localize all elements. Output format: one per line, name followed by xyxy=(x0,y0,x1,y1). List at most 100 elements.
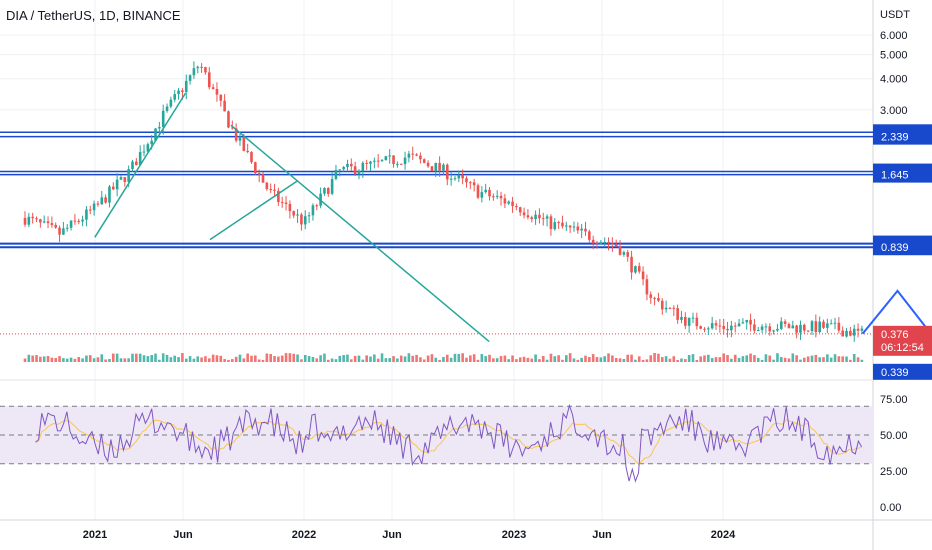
volume-bar xyxy=(645,359,649,362)
time-tick-label: Jun xyxy=(592,529,612,541)
candle-body xyxy=(73,220,77,222)
volume-bar xyxy=(403,356,407,362)
volume-bar xyxy=(434,357,438,362)
volume-bar xyxy=(135,353,138,362)
level-label: 1.645 xyxy=(881,170,909,182)
candle-body xyxy=(58,227,61,235)
volume-bar xyxy=(411,355,415,362)
candle-body xyxy=(588,231,591,240)
volume-bar xyxy=(85,355,88,362)
volume-bar xyxy=(626,354,630,362)
volume-bar xyxy=(396,358,399,362)
candle-body xyxy=(634,266,637,273)
candle-body xyxy=(181,90,184,93)
volume-bar xyxy=(568,353,572,362)
candle-body xyxy=(484,189,487,193)
candle-body xyxy=(311,205,315,216)
candle-body xyxy=(277,190,280,203)
candle-body xyxy=(507,201,511,204)
candle-body xyxy=(284,202,288,204)
candle-body xyxy=(399,163,403,165)
candle-body xyxy=(622,252,626,255)
volume-bar xyxy=(561,359,564,362)
volume-bar xyxy=(280,355,284,362)
candle-body xyxy=(442,164,445,171)
rsi-ticks: 75.00 50.00 25.00 0.00 xyxy=(880,394,908,514)
time-tick-label: 2022 xyxy=(292,529,316,541)
candle-body xyxy=(69,220,73,228)
volume-bar xyxy=(511,355,514,362)
candle-body xyxy=(280,202,284,204)
volume-bar xyxy=(829,357,833,362)
candle-body xyxy=(334,170,338,179)
candle-body xyxy=(495,195,499,197)
candle-body xyxy=(580,228,583,231)
volume-bar xyxy=(499,356,503,362)
volume-bar xyxy=(73,358,77,362)
volume-bar xyxy=(776,353,779,362)
volume-bar xyxy=(219,355,223,362)
volume-bar xyxy=(373,354,376,362)
candle-body xyxy=(856,328,860,331)
candle-body xyxy=(703,328,706,330)
candle-body xyxy=(380,160,384,162)
volume-bar xyxy=(480,354,484,362)
candle-body xyxy=(104,197,107,203)
price-tick-label: 6.000 xyxy=(880,30,908,42)
last-price-label-bg xyxy=(873,325,932,356)
candle-body xyxy=(223,100,226,112)
volume-bar xyxy=(223,359,226,362)
volume-bar xyxy=(123,358,127,362)
volume-bar xyxy=(722,353,725,362)
candle-body xyxy=(499,195,503,199)
candle-body xyxy=(749,319,752,325)
candle-body xyxy=(745,319,749,323)
candle-body xyxy=(595,243,599,245)
candle-body xyxy=(422,159,426,163)
candle-body xyxy=(85,209,88,220)
candle-body xyxy=(373,160,376,162)
candle-body xyxy=(384,156,388,161)
candle-body xyxy=(664,307,668,310)
volume-bar xyxy=(584,355,587,362)
candle-body xyxy=(254,162,257,174)
candle-body xyxy=(445,164,449,180)
candle-body xyxy=(257,173,261,175)
candle-body xyxy=(65,227,69,229)
chart-title: DIA / TetherUS, 1D, BINANCE xyxy=(6,8,181,23)
candle-body xyxy=(307,215,311,217)
candle-body xyxy=(350,163,353,167)
candle-body xyxy=(188,75,192,81)
volume-bar xyxy=(407,353,411,362)
candle-body xyxy=(849,330,852,336)
volume-bar xyxy=(653,353,656,362)
candle-body xyxy=(852,328,856,336)
level-label-bg xyxy=(873,239,932,256)
volume-bar xyxy=(753,355,756,362)
volume-bar xyxy=(545,359,549,362)
volume-bar xyxy=(756,357,760,362)
rsi-tick-label: 0.00 xyxy=(880,502,901,514)
candle-body xyxy=(710,323,714,329)
candle-body xyxy=(492,196,495,198)
volume-bar xyxy=(526,357,530,362)
candle-body xyxy=(630,256,633,273)
candle-body xyxy=(841,330,845,337)
candle-body xyxy=(396,163,399,165)
candle-body xyxy=(27,216,31,225)
volume-bar xyxy=(330,358,334,362)
candle-body xyxy=(234,128,238,141)
volume-bar xyxy=(46,355,50,362)
candle-body xyxy=(169,99,173,107)
candle-body xyxy=(184,80,188,93)
candle-body xyxy=(730,325,733,331)
candle-body xyxy=(353,166,357,175)
volume-bar xyxy=(177,357,180,362)
candle-body xyxy=(660,300,664,310)
candle-body xyxy=(119,177,123,180)
rsi-reference-lines xyxy=(0,405,873,465)
candle-body xyxy=(722,326,725,329)
volume-bar xyxy=(242,358,246,362)
candle-body xyxy=(611,243,614,245)
